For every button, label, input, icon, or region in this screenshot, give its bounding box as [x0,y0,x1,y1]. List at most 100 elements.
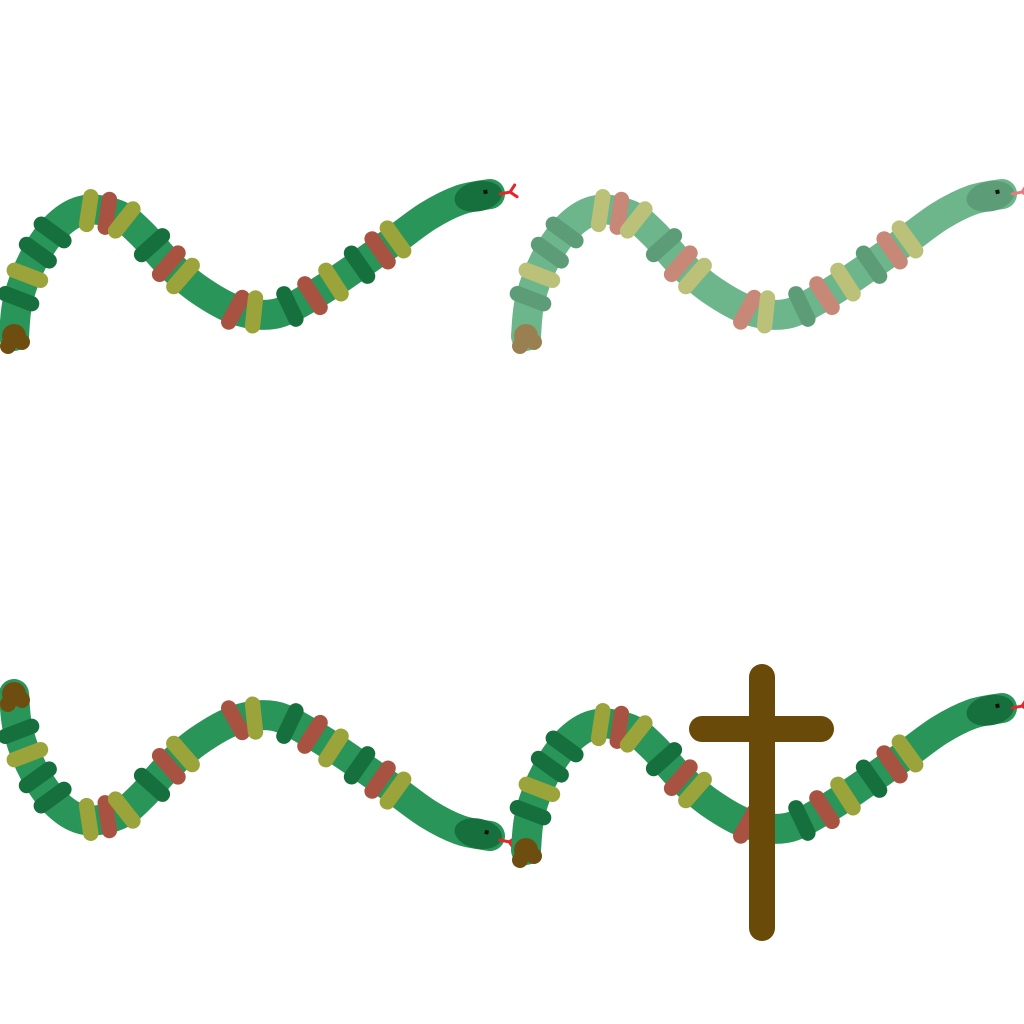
head-shape [966,180,1014,212]
snake-tail [0,682,30,712]
snake-band [318,728,349,768]
snake-band [788,286,816,327]
snake-band [33,216,72,249]
snake-band [891,734,924,773]
snake-band [18,236,57,269]
snake-band [244,290,264,334]
snake-band [364,231,396,270]
tail-tip [526,848,542,864]
snake-tail [512,324,542,354]
snake-band [530,750,569,783]
eye-icon [484,829,490,835]
snake-faded [509,179,1024,354]
snake-band [133,767,171,802]
snake-band [663,759,698,796]
snake-band [645,742,683,777]
snake-band [379,220,412,259]
snake-band [297,714,328,754]
snake-head [966,180,1024,212]
snake-band [876,745,908,784]
snake-band [343,245,376,284]
eye-icon [483,189,488,195]
cross-icon [689,664,834,941]
snake-band [678,771,712,809]
snake-band [107,791,141,829]
snake-band [6,742,49,768]
head-shape [966,694,1014,726]
snake-tail [0,324,30,354]
snake-band [663,245,698,282]
snake-band [107,201,141,239]
tail-tip [512,338,528,354]
snake-band [166,257,200,295]
tail-tip [0,696,16,712]
snake-band [809,276,840,316]
snake-band [545,216,584,249]
snake-band [809,790,840,830]
snake-head [966,694,1024,726]
snake-mirrored [0,679,518,851]
snake-band [151,245,186,282]
tail-tip [512,852,528,868]
snake-normal [0,179,519,354]
snake-band [0,286,40,312]
snake-band [590,188,611,233]
tail-tip [526,334,542,350]
snake-band [78,797,99,841]
eye-icon [995,189,1000,195]
tail-tip [14,334,30,350]
tongue-icon [1010,183,1024,199]
snake-band [876,231,908,270]
snake-band [220,700,250,741]
tail-tip [0,338,16,354]
snake-with-cross [509,664,1024,941]
snake-band [244,696,264,740]
snake-band [530,236,569,269]
snake-band [166,735,200,773]
tongue-icon [498,183,519,199]
snake-band [276,703,304,744]
head-shape [454,818,502,850]
snake-band [545,730,584,763]
snake-band [509,286,552,312]
eye-icon [995,703,1000,709]
snake-tail [512,838,542,868]
snake-band [855,245,888,284]
snake-band [18,761,57,794]
snake-band [6,262,49,288]
snake-band [518,776,561,802]
snake-band [788,800,816,841]
snake-band [343,746,376,785]
snake-band [609,191,630,235]
snake-band [364,760,396,799]
snake-band [318,262,349,302]
snake-band [509,800,552,826]
snake-band [590,703,611,747]
snake-band [133,228,171,263]
snake-band [733,289,762,330]
snake-band [220,289,250,330]
snake-band [151,748,186,785]
snake-band [855,759,888,798]
snake-band [97,191,118,235]
snake-band [891,220,924,259]
snake-head [454,180,519,212]
snake-band [645,228,683,263]
snake-band [33,781,72,814]
snake-band [276,286,304,327]
head-shape [454,180,502,212]
tail-tip [14,692,30,708]
snake-band [78,188,99,233]
snake-band [830,776,861,816]
snake-band [609,705,630,749]
snake-band [619,715,653,753]
snake-band [830,262,861,302]
snake-band [0,718,40,744]
snake-band [379,771,412,810]
snake-band [297,276,328,316]
snake-band [97,795,118,839]
snake-band [518,262,561,288]
tongue-icon [1010,697,1024,713]
